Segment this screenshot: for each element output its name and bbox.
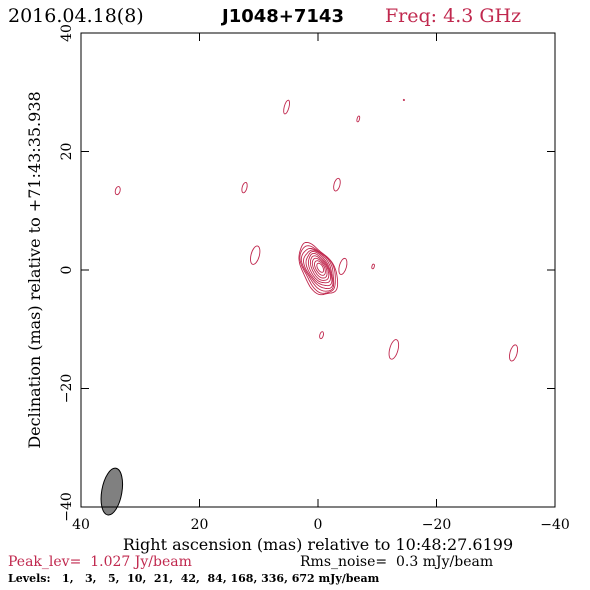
contour-levels: Levels: 1, 3, 5, 10, 21, 42, 84, 168, 33… <box>8 572 380 585</box>
beam-layer <box>100 467 124 516</box>
contour-feature <box>241 182 248 194</box>
tick-marks <box>80 32 556 508</box>
y-tick-label: −20 <box>59 374 75 404</box>
core-contour <box>309 255 330 281</box>
y-tick-label: −40 <box>59 492 75 522</box>
source-name: J1048+7143 <box>220 6 344 27</box>
x-axis-label: Right ascension (mas) relative to 10:48:… <box>123 535 513 554</box>
contour-feature <box>333 177 341 192</box>
x-tick-label: −20 <box>422 517 452 533</box>
x-tick-label: 40 <box>72 517 90 533</box>
y-tick-label: 20 <box>59 143 75 161</box>
y-tick-label: 0 <box>59 266 75 275</box>
plot-frame <box>80 32 556 508</box>
core-contour <box>305 251 333 287</box>
contour-feature <box>250 245 261 265</box>
frequency-label: Freq: 4.3 GHz <box>385 5 521 27</box>
core-contour <box>300 248 335 292</box>
contour-feature <box>283 99 290 115</box>
contour-feature <box>319 331 324 340</box>
rms-noise: Rms_noise= 0.3 mJy/beam <box>300 554 493 570</box>
core-contour <box>316 262 325 273</box>
core-contour <box>314 260 326 276</box>
core-contour <box>311 257 328 279</box>
contour-feature <box>402 98 405 102</box>
contour-feature <box>371 263 375 270</box>
contour-feature <box>356 115 361 123</box>
x-tick-label: 0 <box>314 517 323 533</box>
epoch-date: 2016.04.18(8) <box>8 5 144 27</box>
beam-ellipse <box>100 467 124 516</box>
contour-feature <box>338 257 348 275</box>
core-contour <box>298 241 339 296</box>
x-tick-label: −40 <box>540 517 570 533</box>
contour-feature <box>388 339 400 360</box>
peak-level: Peak_lev= 1.027 Jy/beam <box>8 554 192 570</box>
contour-layer <box>114 98 519 362</box>
tick-labels: 40 20 0 −20 −40 −40 −20 0 20 40 <box>59 24 570 533</box>
core-contour <box>299 245 336 294</box>
y-tick-label: 40 <box>59 24 75 42</box>
y-axis-label: Declination (mas) relative to +71:43:35.… <box>25 91 44 448</box>
contour-feature <box>509 344 519 362</box>
contour-feature <box>114 186 121 196</box>
core-contour <box>303 249 334 290</box>
core-contour <box>307 252 331 284</box>
x-tick-label: 20 <box>191 517 209 533</box>
